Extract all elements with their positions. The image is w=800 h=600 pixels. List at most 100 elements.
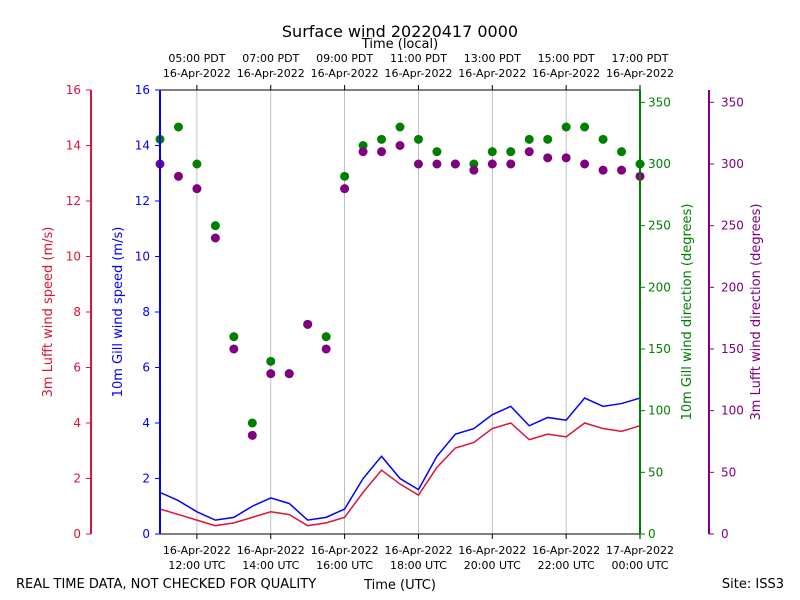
gill-dir-axis-tick-label: 200: [648, 280, 671, 294]
gill-dir-point: [432, 147, 442, 157]
site-label: Site: ISS3: [722, 577, 784, 592]
gill-speed-axis-tick-label: 0: [142, 527, 150, 541]
lufft-dir-axis-tick-label: 250: [721, 219, 744, 233]
lufft-dir-point: [432, 159, 442, 169]
lufft-dir-point: [210, 233, 220, 243]
gill-speed-axis-tick-label: 16: [135, 83, 150, 97]
x-tick-top-label-time: 07:00 PDT: [242, 52, 299, 65]
lufft-speed-axis-tick-label: 0: [73, 527, 81, 541]
lufft-dir-point: [303, 319, 313, 329]
gill-dir-point: [598, 134, 608, 144]
gill-dir-point: [247, 418, 257, 428]
top-axis-label: Time (local): [361, 37, 438, 52]
x-tick-top-label-time: 15:00 PDT: [538, 52, 595, 65]
gill-dir-point: [561, 122, 571, 132]
x-tick-top-label-time: 17:00 PDT: [611, 52, 668, 65]
x-tick-label-time: 22:00 UTC: [538, 559, 595, 572]
lufft-dir-point: [229, 344, 239, 354]
lufft-dir-point: [266, 369, 276, 379]
gill-dir-axis-tick-label: 250: [648, 219, 671, 233]
gill-dir-point: [321, 332, 331, 342]
x-tick-label-date: 16-Apr-2022: [532, 544, 600, 557]
gill-dir-point: [487, 147, 497, 157]
x-tick-label-date: 16-Apr-2022: [384, 544, 452, 557]
gill-dir-point: [340, 171, 350, 181]
lufft-dir-point: [561, 153, 571, 163]
x-tick-top-label-date: 16-Apr-2022: [384, 67, 452, 80]
gill-dir-point: [377, 134, 387, 144]
lufft-dir-point: [524, 147, 534, 157]
x-tick-label-time: 16:00 UTC: [316, 559, 373, 572]
lufft-speed-axis-tick-label: 14: [66, 139, 81, 153]
lufft-dir-point: [284, 369, 294, 379]
gill-dir-axis-tick-label: 150: [648, 342, 671, 356]
gill-dir-point: [506, 147, 516, 157]
gill-speed-line: [159, 397, 641, 521]
lufft-dir-point: [173, 171, 183, 181]
gill-dir-point: [580, 122, 590, 132]
lufft-dir-point: [395, 141, 405, 150]
x-tick-label-time: 20:00 UTC: [464, 559, 521, 572]
lufft-speed-axis-label: 3m Lufft wind speed (m/s): [41, 227, 56, 398]
x-tick-top-label-date: 16-Apr-2022: [532, 67, 600, 80]
gill-speed-axis-tick-label: 4: [142, 416, 150, 430]
lufft-dir-axis-tick-label: 100: [721, 404, 744, 418]
x-tick-label-time: 18:00 UTC: [390, 559, 447, 572]
lufft-dir-point: [247, 430, 257, 440]
x-tick-label-date: 16-Apr-2022: [163, 544, 231, 557]
x-tick-top-label-date: 16-Apr-2022: [458, 67, 526, 80]
gill-speed-axis-tick-label: 2: [142, 472, 150, 486]
chart-title: Surface wind 20220417 0000: [282, 22, 518, 41]
gill-dir-point: [358, 141, 368, 150]
x-tick-top-label-time: 11:00 PDT: [390, 52, 447, 65]
x-tick-label-time: 14:00 UTC: [242, 559, 299, 572]
gill-dir-axis-tick-label: 100: [648, 404, 671, 418]
lufft-dir-axis-tick-label: 300: [721, 157, 744, 171]
lufft-dir-point: [506, 159, 516, 169]
lufft-dir-axis-tick-label: 350: [721, 95, 744, 109]
gill-speed-axis-tick-label: 12: [135, 194, 150, 208]
x-tick-label-date: 17-Apr-2022: [606, 544, 674, 557]
gill-dir-axis-tick-label: 50: [648, 465, 663, 479]
lufft-dir-axis-tick-label: 50: [721, 465, 736, 479]
x-tick-label-date: 16-Apr-2022: [237, 544, 305, 557]
x-tick-label-time: 00:00 UTC: [611, 559, 668, 572]
x-tick-top-label-date: 16-Apr-2022: [606, 67, 674, 80]
gill-dir-point: [192, 159, 202, 169]
lufft-speed-axis-tick-label: 10: [66, 250, 81, 264]
lufft-speed-line: [159, 422, 641, 527]
gill-speed-axis-tick-label: 6: [142, 361, 150, 375]
x-tick-top-label-date: 16-Apr-2022: [163, 67, 231, 80]
gill-dir-axis-tick-label: 300: [648, 157, 671, 171]
gill-dir-point: [266, 356, 276, 366]
lufft-dir-axis-tick-label: 150: [721, 342, 744, 356]
quality-note: REAL TIME DATA, NOT CHECKED FOR QUALITY: [16, 577, 316, 592]
lufft-dir-point: [413, 159, 423, 169]
gill-speed-axis-tick-label: 14: [135, 139, 150, 153]
gill-dir-axis-tick-label: 0: [648, 527, 656, 541]
x-tick-top-label-time: 09:00 PDT: [316, 52, 373, 65]
gill-dir-point: [617, 147, 627, 157]
lufft-dir-point: [192, 184, 202, 194]
lufft-speed-axis-tick-label: 2: [73, 472, 81, 486]
lufft-dir-point: [377, 147, 387, 157]
lufft-speed-axis-tick-label: 6: [73, 361, 81, 375]
lufft-dir-point: [617, 165, 627, 175]
gill-dir-point: [210, 221, 220, 231]
lufft-dir-point: [340, 184, 350, 194]
x-tick-label-date: 16-Apr-2022: [311, 544, 379, 557]
lufft-dir-point: [598, 165, 608, 175]
lufft-dir-point: [580, 159, 590, 169]
gill-dir-point: [413, 134, 423, 144]
x-tick-top-label-date: 16-Apr-2022: [237, 67, 305, 80]
lufft-dir-point: [469, 165, 479, 175]
x-tick-label-time: 12:00 UTC: [168, 559, 225, 572]
gill-dir-point: [229, 332, 239, 342]
gill-speed-axis-tick-label: 8: [142, 305, 150, 319]
grid-lines: [196, 90, 567, 534]
lufft-dir-point: [487, 159, 497, 169]
lufft-dir-point: [450, 159, 460, 169]
gill-dir-axis-label: 10m Gill wind direction (degrees): [680, 204, 695, 421]
x-tick-top-label-date: 16-Apr-2022: [311, 67, 379, 80]
